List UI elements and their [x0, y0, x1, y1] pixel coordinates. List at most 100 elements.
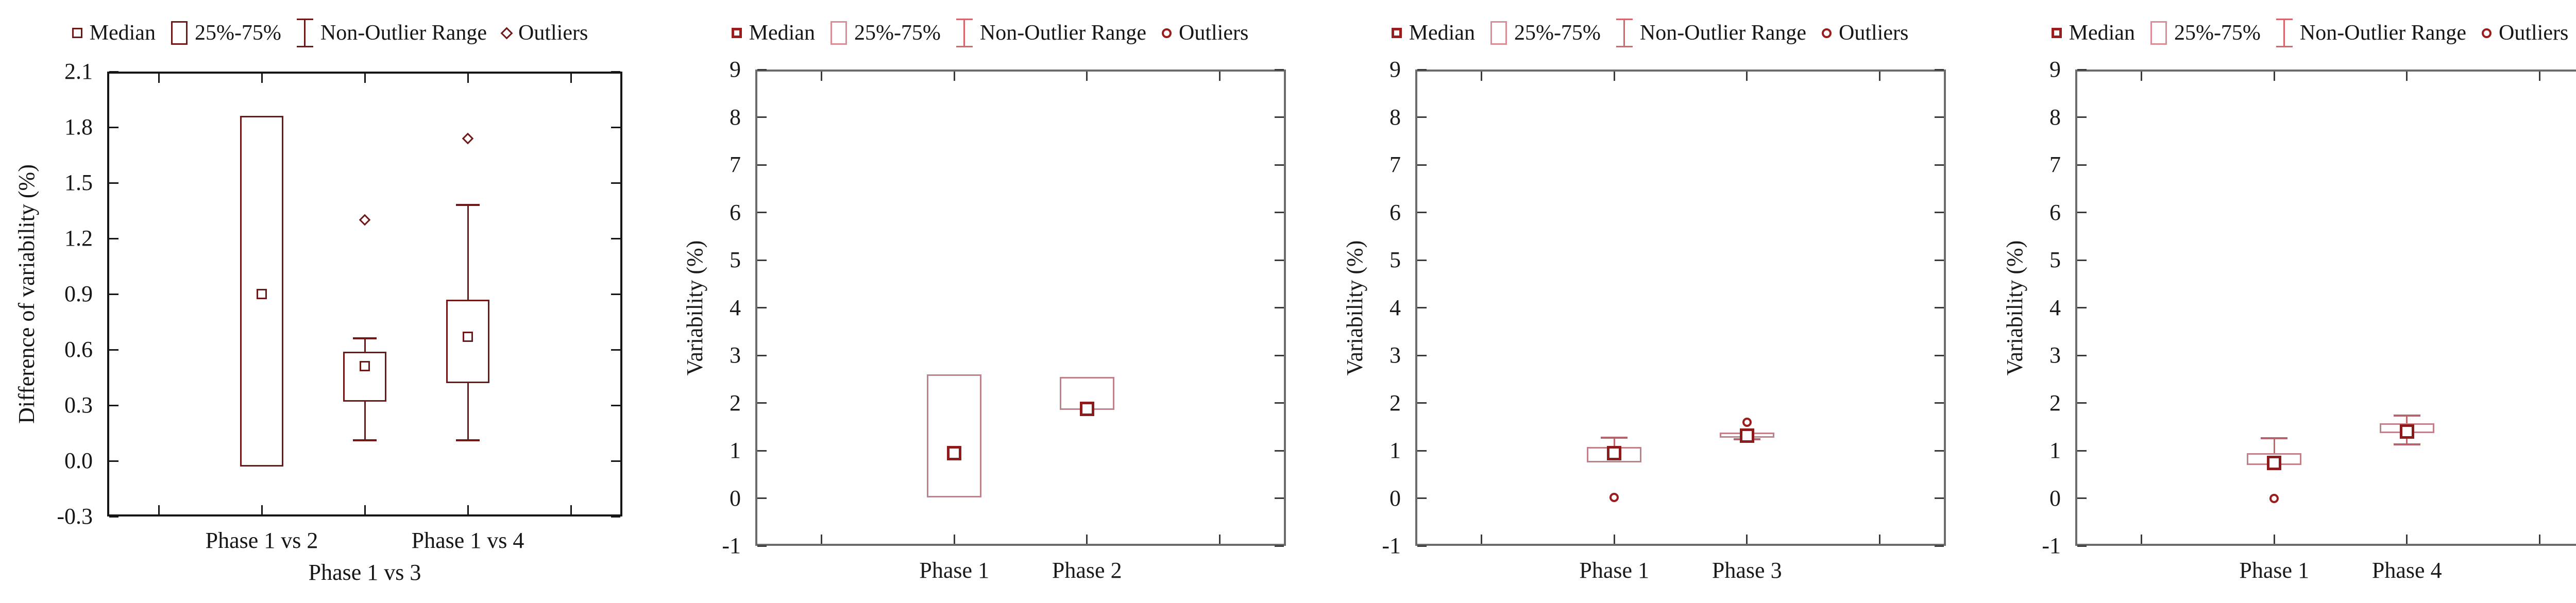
- legend: Median 25%-75% Non-Outlier Range Outliers: [1980, 14, 2576, 51]
- x-tick-bottom: [2406, 535, 2408, 544]
- whisker-cap: [2393, 443, 2420, 445]
- x-tick-top: [467, 74, 469, 83]
- x-tick-bottom: [261, 505, 263, 514]
- legend-item-label: Non-Outlier Range: [1639, 21, 1807, 45]
- legend-item-label: Non-Outlier Range: [2299, 21, 2467, 45]
- y-tick-right: [611, 515, 620, 518]
- x-tick-top: [1218, 72, 1221, 81]
- median-marker: [1739, 428, 1754, 443]
- y-tick-label: 0.9: [64, 281, 93, 306]
- y-tick-left: [109, 237, 118, 239]
- y-tick-right: [1275, 212, 1284, 213]
- x-tick-bottom: [570, 505, 572, 514]
- y-tick-left: [757, 68, 767, 71]
- whisker-line: [2406, 416, 2408, 424]
- y-axis-label: Difference of variability (%): [14, 164, 39, 424]
- whisker-stem: [963, 19, 965, 47]
- y-tick-left: [757, 164, 767, 166]
- legend-item-label: Outliers: [1839, 21, 1909, 45]
- median-legend-icon: [72, 28, 82, 38]
- legend-item: Median: [2051, 21, 2135, 45]
- plot-frame: [2075, 70, 2576, 546]
- legend-item-label: Median: [749, 21, 815, 45]
- y-tick-label: 1: [730, 438, 741, 463]
- x-tick-bottom: [1218, 535, 1221, 544]
- y-tick-label: 2: [1389, 390, 1401, 416]
- y-tick-right: [1935, 259, 1944, 261]
- y-tick-label: -1: [1382, 533, 1401, 558]
- y-tick-right: [1935, 354, 1944, 356]
- box-rect: [240, 116, 283, 467]
- x-category-label: Phase 4: [2371, 558, 2442, 583]
- y-tick-label: 3: [2049, 342, 2061, 368]
- x-tick-bottom: [158, 505, 160, 514]
- y-tick-right: [1935, 402, 1944, 404]
- legend-item: Non-Outlier Range: [2276, 19, 2466, 47]
- y-tick-left: [757, 450, 767, 452]
- y-tick-left: [757, 212, 767, 213]
- legend-item: Outliers: [500, 21, 588, 45]
- y-tick-right: [1935, 307, 1944, 308]
- median-legend-icon: [2051, 28, 2062, 38]
- legend-item-label: Non-Outlier Range: [320, 21, 487, 45]
- box-rect: [446, 299, 489, 383]
- y-tick-label: 9: [2049, 57, 2061, 82]
- legend-item-label: Median: [2069, 21, 2135, 45]
- legend-item: Non-Outlier Range: [956, 19, 1146, 47]
- whisker-cap: [353, 337, 377, 340]
- y-tick-right: [1275, 307, 1284, 308]
- y-tick-left: [1417, 545, 1427, 547]
- y-tick-left: [2077, 68, 2087, 71]
- legend-item: Median: [1391, 21, 1475, 45]
- y-tick-label: 4: [730, 295, 741, 320]
- x-tick-top: [364, 74, 366, 83]
- y-axis-label: Variability (%): [1342, 240, 1367, 375]
- whisker-line: [364, 338, 366, 352]
- x-tick-bottom: [2141, 535, 2143, 544]
- outlier-circle: [1609, 492, 1619, 502]
- outlier-legend-icon: [2482, 28, 2492, 38]
- median-marker: [257, 289, 267, 299]
- median-marker: [1607, 445, 1622, 460]
- x-tick-top: [1481, 72, 1483, 81]
- y-tick-right: [1935, 450, 1944, 452]
- whisker-stem: [1623, 19, 1625, 47]
- y-tick-label: 7: [730, 152, 741, 177]
- y-tick-right: [1935, 68, 1944, 71]
- x-tick-top: [261, 74, 263, 83]
- x-tick-top: [1878, 72, 1880, 81]
- y-tick-right: [1935, 164, 1944, 166]
- y-tick-right: [1275, 497, 1284, 499]
- legend-item: 25%-75%: [2150, 21, 2261, 45]
- y-tick-right: [1275, 116, 1284, 118]
- whisker-line: [1613, 438, 1615, 447]
- median-legend-icon: [1391, 28, 1402, 38]
- legend-item-label: 25%-75%: [2174, 21, 2261, 45]
- legend-item-label: Median: [89, 21, 156, 45]
- median-marker: [463, 331, 473, 342]
- whisker-line: [467, 383, 469, 441]
- y-tick-left: [1417, 68, 1427, 71]
- whisker-legend-icon: [956, 19, 973, 47]
- whisker-cap: [2261, 437, 2288, 439]
- legend-item-label: 25%-75%: [1514, 21, 1601, 45]
- x-tick-bottom: [467, 505, 469, 514]
- x-tick-bottom: [821, 535, 823, 544]
- y-tick-label: 9: [730, 57, 741, 82]
- x-tick-top: [821, 72, 823, 81]
- y-tick-label: 2.1: [64, 59, 93, 84]
- legend-item-label: Outliers: [1179, 21, 1249, 45]
- y-tick-label: 2: [2049, 390, 2061, 416]
- x-tick-top: [2538, 72, 2540, 81]
- y-tick-left: [2077, 354, 2087, 356]
- legend-item-label: Outliers: [2499, 21, 2569, 45]
- legend-item: 25%-75%: [1490, 21, 1601, 45]
- x-category-label: Phase 1 vs 2: [205, 528, 318, 553]
- y-tick-left: [757, 497, 767, 499]
- legend-item: Non-Outlier Range: [1616, 19, 1806, 47]
- y-tick-label: 1: [2049, 438, 2061, 463]
- median-marker: [360, 361, 370, 372]
- x-tick-top: [2273, 72, 2275, 81]
- box-rect: [927, 374, 982, 497]
- y-tick-right: [611, 404, 620, 406]
